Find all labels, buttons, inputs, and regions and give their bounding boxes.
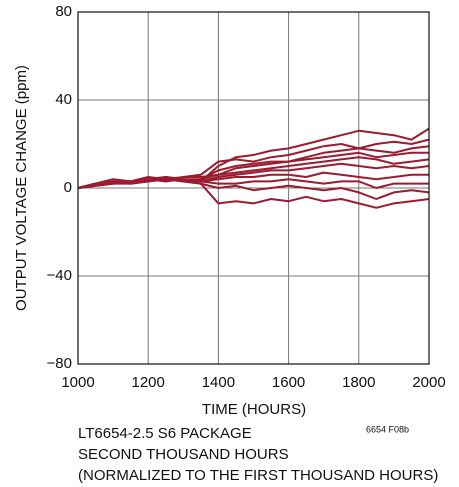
y-tick-label: 0 — [64, 179, 72, 196]
y-tick-label: 80 — [55, 3, 72, 20]
y-tick-label: −80 — [47, 355, 72, 372]
figure-id: 6654 F08b — [366, 424, 409, 434]
x-tick-label: 1200 — [132, 374, 165, 391]
note: SECOND THOUSAND HOURS — [78, 446, 289, 463]
x-tick-label: 2000 — [412, 374, 445, 391]
x-tick-label: 1400 — [202, 374, 235, 391]
note: (NORMALIZED TO THE FIRST THOUSAND HOURS) — [78, 467, 438, 484]
y-axis-label: OUTPUT VOLTAGE CHANGE (ppm) — [13, 65, 30, 311]
series-line — [77, 171, 429, 189]
x-tick-label: 1600 — [272, 374, 305, 391]
series-line — [77, 178, 430, 209]
y-tick-label: 40 — [55, 91, 72, 108]
note: LT6654-2.5 S6 PACKAGE — [78, 425, 252, 442]
x-axis-label: TIME (HOURS) — [202, 401, 306, 418]
plot-frame — [77, 11, 430, 365]
y-tick-label: −40 — [47, 267, 72, 284]
x-tick-label: 1000 — [61, 374, 94, 391]
x-tick-label: 1800 — [342, 374, 375, 391]
